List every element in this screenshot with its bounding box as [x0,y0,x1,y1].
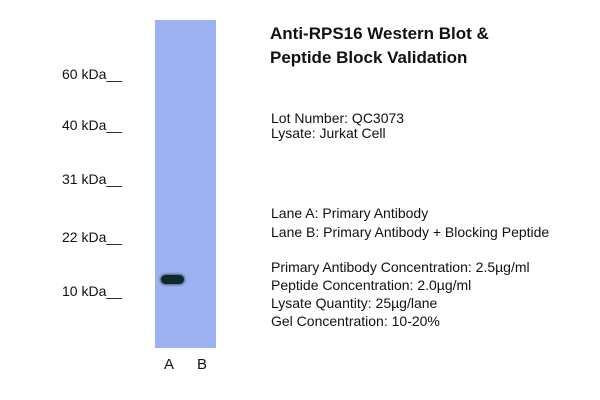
lysate-info: Lysate: Jurkat Cell [271,125,386,141]
marker-10kda: 10 kDa__ [62,283,122,299]
lot-number: Lot Number: QC3073 [271,110,405,126]
lane-a-description: Lane A: Primary Antibody [271,205,429,221]
marker-40kda: 40 kDa__ [62,117,122,133]
marker-22kda: 22 kDa__ [62,229,122,245]
lysate-quantity: Lysate Quantity: 25µg/lane [271,295,438,311]
page-title: Anti-RPS16 Western Blot & Peptide Block … [270,22,590,70]
peptide-concentration: Peptide Concentration: 2.0µg/ml [271,277,472,293]
title-line-2: Peptide Block Validation [270,48,468,67]
protein-band-lane-a [161,275,184,284]
primary-antibody-concentration: Primary Antibody Concentration: 2.5µg/ml [271,259,530,275]
title-line-1: Anti-RPS16 Western Blot & [270,24,489,43]
marker-31kda: 31 kDa__ [62,171,122,187]
gel-concentration: Gel Concentration: 10-20% [271,313,440,329]
blot-membrane [155,20,216,348]
lane-label-b: B [197,356,208,373]
lane-label-a: A [164,356,175,373]
lane-b-description: Lane B: Primary Antibody + Blocking Pept… [271,224,550,240]
marker-60kda: 60 kDa__ [62,66,122,82]
